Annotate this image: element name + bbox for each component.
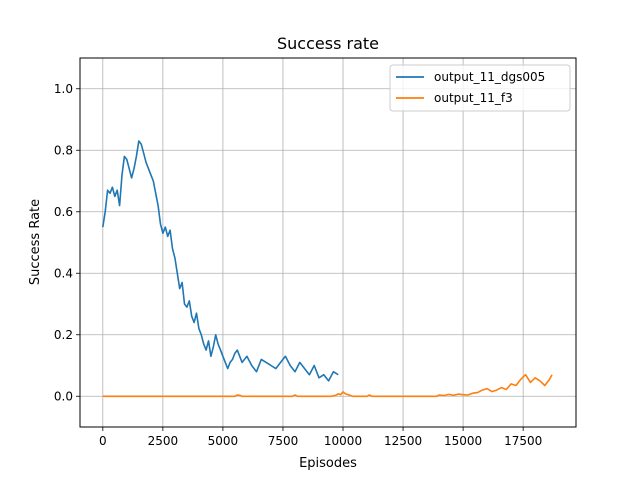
y-tick-label: 0.6	[54, 205, 73, 219]
y-tick-label: 0.8	[54, 143, 73, 157]
x-tick-label: 7500	[268, 434, 299, 448]
x-tick-label: 0	[99, 434, 107, 448]
x-tick-label: 2500	[148, 434, 179, 448]
y-axis-ticks: 0.0 0.2 0.4 0.6 0.8 1.0	[54, 82, 80, 403]
legend: output_11_dgs005 output_11_f3	[389, 64, 571, 112]
y-tick-label: 0.0	[54, 389, 73, 403]
x-tick-label: 10000	[324, 434, 362, 448]
x-tick-label: 17500	[504, 434, 542, 448]
x-axis-ticks: 0 2500 5000 7500 10000 12500 15000 17500	[99, 427, 542, 448]
x-tick-label: 5000	[208, 434, 239, 448]
series-line-1	[102, 140, 339, 382]
y-tick-label: 0.4	[54, 266, 73, 280]
plot-lines	[102, 140, 553, 398]
x-axis-label: Episodes	[299, 456, 357, 471]
legend-label-2: output_11_f3	[434, 91, 513, 105]
x-tick-label: 12500	[384, 434, 422, 448]
legend-label-1: output_11_dgs005	[434, 70, 545, 84]
y-axis-label: Success Rate	[28, 199, 43, 285]
x-tick-label: 15000	[444, 434, 482, 448]
chart-title: Success rate	[277, 34, 379, 53]
series-line-2	[102, 373, 553, 398]
y-tick-label: 1.0	[54, 82, 73, 96]
legend-box	[389, 64, 571, 112]
axes-frame	[79, 57, 577, 428]
y-tick-label: 0.2	[54, 328, 73, 342]
